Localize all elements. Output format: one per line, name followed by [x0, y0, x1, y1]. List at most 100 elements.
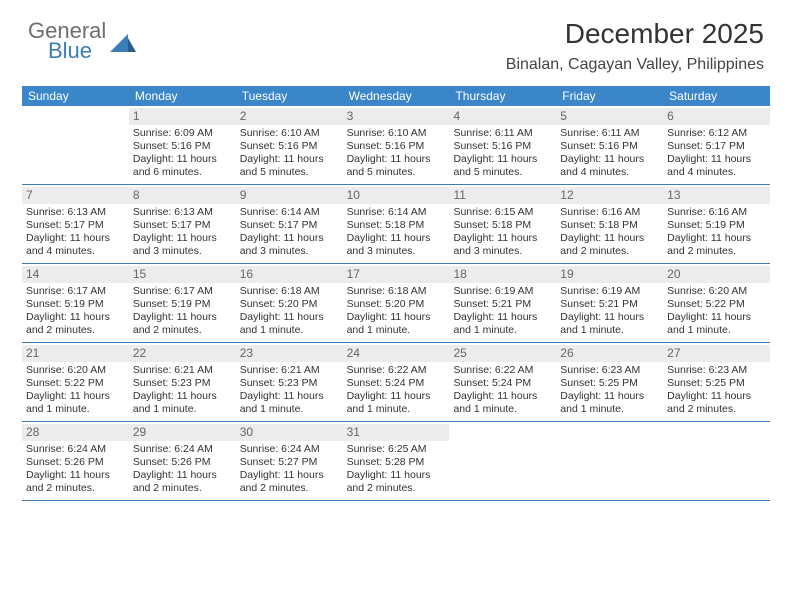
- brand-blue: Blue: [48, 38, 106, 64]
- day-number: 24: [343, 345, 450, 362]
- calendar-day: 27Sunrise: 6:23 AMSunset: 5:25 PMDayligh…: [663, 343, 770, 421]
- daylight-text: Daylight: 11 hours and 3 minutes.: [453, 232, 552, 258]
- sunrise-text: Sunrise: 6:22 AM: [453, 364, 552, 377]
- calendar-day: 10Sunrise: 6:14 AMSunset: 5:18 PMDayligh…: [343, 185, 450, 263]
- weekday-header-row: SundayMondayTuesdayWednesdayThursdayFrid…: [22, 86, 770, 106]
- daylight-text: Daylight: 11 hours and 1 minute.: [347, 390, 446, 416]
- day-number: 1: [129, 108, 236, 125]
- weekday-header: Tuesday: [236, 86, 343, 106]
- calendar-day: 28Sunrise: 6:24 AMSunset: 5:26 PMDayligh…: [22, 422, 129, 500]
- page-header: General Blue December 2025 Binalan, Caga…: [0, 0, 792, 78]
- sunset-text: Sunset: 5:18 PM: [560, 219, 659, 232]
- sunset-text: Sunset: 5:23 PM: [133, 377, 232, 390]
- daylight-text: Daylight: 11 hours and 2 minutes.: [667, 232, 766, 258]
- sunset-text: Sunset: 5:16 PM: [347, 140, 446, 153]
- calendar-day: 5Sunrise: 6:11 AMSunset: 5:16 PMDaylight…: [556, 106, 663, 184]
- calendar-week: 28Sunrise: 6:24 AMSunset: 5:26 PMDayligh…: [22, 422, 770, 501]
- daylight-text: Daylight: 11 hours and 4 minutes.: [26, 232, 125, 258]
- location-text: Binalan, Cagayan Valley, Philippines: [506, 56, 764, 74]
- day-number: 17: [343, 266, 450, 283]
- day-number: 5: [556, 108, 663, 125]
- calendar-week: 1Sunrise: 6:09 AMSunset: 5:16 PMDaylight…: [22, 106, 770, 185]
- sunset-text: Sunset: 5:20 PM: [347, 298, 446, 311]
- sunset-text: Sunset: 5:16 PM: [560, 140, 659, 153]
- sunset-text: Sunset: 5:24 PM: [347, 377, 446, 390]
- day-number: 2: [236, 108, 343, 125]
- weekday-header: Saturday: [663, 86, 770, 106]
- calendar-day: 4Sunrise: 6:11 AMSunset: 5:16 PMDaylight…: [449, 106, 556, 184]
- sunrise-text: Sunrise: 6:18 AM: [240, 285, 339, 298]
- calendar-day: 24Sunrise: 6:22 AMSunset: 5:24 PMDayligh…: [343, 343, 450, 421]
- sunset-text: Sunset: 5:23 PM: [240, 377, 339, 390]
- sunrise-text: Sunrise: 6:10 AM: [240, 127, 339, 140]
- daylight-text: Daylight: 11 hours and 1 minute.: [240, 390, 339, 416]
- sunset-text: Sunset: 5:21 PM: [453, 298, 552, 311]
- title-block: December 2025 Binalan, Cagayan Valley, P…: [506, 18, 764, 74]
- calendar-day: 2Sunrise: 6:10 AMSunset: 5:16 PMDaylight…: [236, 106, 343, 184]
- calendar-day: 20Sunrise: 6:20 AMSunset: 5:22 PMDayligh…: [663, 264, 770, 342]
- daylight-text: Daylight: 11 hours and 2 minutes.: [133, 469, 232, 495]
- month-title: December 2025: [506, 18, 764, 50]
- calendar-day: 29 Sunrise: 6:24 AMSunset: 5:26 PMDayligh…: [129, 422, 236, 500]
- sunrise-text: Sunrise: 6:13 AM: [133, 206, 232, 219]
- daylight-text: Daylight: 11 hours and 1 minute.: [453, 311, 552, 337]
- day-number: 25: [449, 345, 556, 362]
- day-number: 23: [236, 345, 343, 362]
- daylight-text: Daylight: 11 hours and 1 minute.: [240, 311, 339, 337]
- sunset-text: Sunset: 5:26 PM: [26, 456, 125, 469]
- calendar-week: 14Sunrise: 6:17 AMSunset: 5:19 PMDayligh…: [22, 264, 770, 343]
- sunset-text: Sunset: 5:22 PM: [26, 377, 125, 390]
- weekday-header: Wednesday: [343, 86, 450, 106]
- day-number: 18: [449, 266, 556, 283]
- day-number: 28: [22, 424, 129, 441]
- weekday-header: Friday: [556, 86, 663, 106]
- sunrise-text: Sunrise: 6:20 AM: [26, 364, 125, 377]
- daylight-text: Daylight: 11 hours and 1 minute.: [453, 390, 552, 416]
- sunrise-text: Sunrise: 6:16 AM: [560, 206, 659, 219]
- sunrise-text: Sunrise: 6:21 AM: [133, 364, 232, 377]
- sunrise-text: Sunrise: 6:25 AM: [347, 443, 446, 456]
- brand-logo: General Blue: [28, 18, 136, 64]
- calendar-day: 15Sunrise: 6:17 AMSunset: 5:19 PMDayligh…: [129, 264, 236, 342]
- daylight-text: Daylight: 11 hours and 2 minutes.: [240, 469, 339, 495]
- daylight-text: Daylight: 11 hours and 2 minutes.: [667, 390, 766, 416]
- day-number: 29: [129, 424, 236, 441]
- sunset-text: Sunset: 5:27 PM: [240, 456, 339, 469]
- daylight-text: Daylight: 11 hours and 5 minutes.: [453, 153, 552, 179]
- sunset-text: Sunset: 5:19 PM: [133, 298, 232, 311]
- day-number: 8: [129, 187, 236, 204]
- sunrise-text: Sunrise: 6:24 AM: [133, 443, 232, 456]
- calendar-day: 9Sunrise: 6:14 AMSunset: 5:17 PMDaylight…: [236, 185, 343, 263]
- calendar-week: 7Sunrise: 6:13 AMSunset: 5:17 PMDaylight…: [22, 185, 770, 264]
- sunset-text: Sunset: 5:17 PM: [240, 219, 339, 232]
- daylight-text: Daylight: 11 hours and 2 minutes.: [26, 311, 125, 337]
- calendar-day: 7Sunrise: 6:13 AMSunset: 5:17 PMDaylight…: [22, 185, 129, 263]
- daylight-text: Daylight: 11 hours and 1 minute.: [347, 311, 446, 337]
- sunrise-text: Sunrise: 6:13 AM: [26, 206, 125, 219]
- sunset-text: Sunset: 5:18 PM: [453, 219, 552, 232]
- sunset-text: Sunset: 5:24 PM: [453, 377, 552, 390]
- calendar-empty: [22, 106, 129, 184]
- sunset-text: Sunset: 5:26 PM: [133, 456, 232, 469]
- daylight-text: Daylight: 11 hours and 3 minutes.: [240, 232, 339, 258]
- daylight-text: Daylight: 11 hours and 1 minute.: [133, 390, 232, 416]
- daylight-text: Daylight: 11 hours and 2 minutes.: [26, 469, 125, 495]
- calendar-day: 19Sunrise: 6:19 AMSunset: 5:21 PMDayligh…: [556, 264, 663, 342]
- sunset-text: Sunset: 5:21 PM: [560, 298, 659, 311]
- sunset-text: Sunset: 5:16 PM: [133, 140, 232, 153]
- day-number: 12: [556, 187, 663, 204]
- sunset-text: Sunset: 5:17 PM: [133, 219, 232, 232]
- day-number: 3: [343, 108, 450, 125]
- sunrise-text: Sunrise: 6:15 AM: [453, 206, 552, 219]
- weekday-header: Sunday: [22, 86, 129, 106]
- sunrise-text: Sunrise: 6:19 AM: [560, 285, 659, 298]
- sunrise-text: Sunrise: 6:11 AM: [453, 127, 552, 140]
- day-number: 13: [663, 187, 770, 204]
- calendar-day: 11Sunrise: 6:15 AMSunset: 5:18 PMDayligh…: [449, 185, 556, 263]
- sunrise-text: Sunrise: 6:14 AM: [240, 206, 339, 219]
- daylight-text: Daylight: 11 hours and 4 minutes.: [667, 153, 766, 179]
- calendar-day: 14Sunrise: 6:17 AMSunset: 5:19 PMDayligh…: [22, 264, 129, 342]
- sunrise-text: Sunrise: 6:11 AM: [560, 127, 659, 140]
- sunrise-text: Sunrise: 6:19 AM: [453, 285, 552, 298]
- calendar: SundayMondayTuesdayWednesdayThursdayFrid…: [22, 86, 770, 501]
